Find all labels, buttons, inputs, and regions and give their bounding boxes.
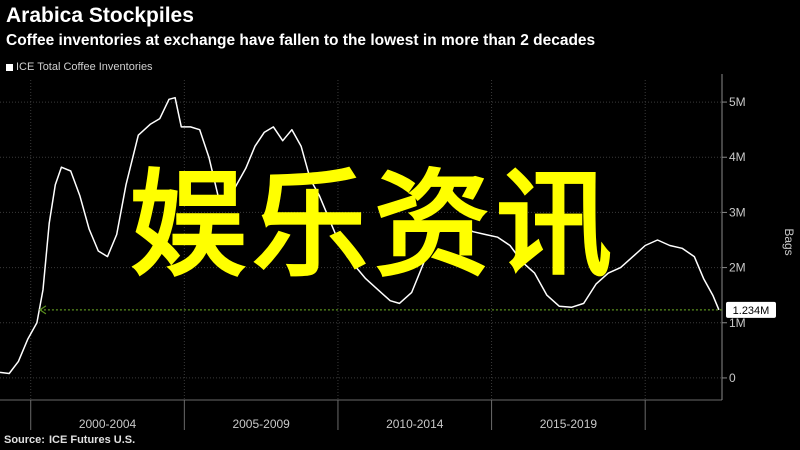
ytick-label: 2M: [729, 261, 746, 275]
ytick-label: 0: [729, 371, 736, 385]
xtick-label: 2000-2004: [79, 417, 137, 431]
xtick-label: 2015-2019: [540, 417, 598, 431]
ytick-label: 5M: [729, 95, 746, 109]
chart-legend: ICE Total Coffee Inventories: [6, 61, 153, 73]
xtick-label: 2010-2014: [386, 417, 444, 431]
last-value-box: [726, 301, 776, 318]
y-axis: 0 1M 2M 3M 4M 5M Bags: [721, 74, 796, 400]
source-label: Source:: [4, 434, 45, 446]
reference-arrow: [38, 305, 47, 315]
series-layer: [0, 96, 720, 375]
xtick-label: 2005-2009: [232, 417, 290, 431]
ytick-label: 3M: [729, 205, 746, 219]
chart-subtitle: Coffee inventories at exchange have fall…: [6, 32, 596, 49]
series-line: [0, 96, 720, 375]
legend-label: ICE Total Coffee Inventories: [16, 61, 153, 73]
ytick-label: 4M: [729, 150, 746, 164]
chart-title: Arabica Stockpiles: [6, 4, 194, 27]
y-axis-title: Bags: [782, 228, 796, 255]
annotations: 1.234M: [38, 301, 776, 318]
ytick-label: 1M: [729, 316, 746, 330]
x-axis: 2000-2004 2005-2009 2010-2014 2015-2019: [0, 399, 722, 431]
source-note: Source: ICE Futures U.S.: [4, 434, 135, 446]
last-value-label: 1.234M: [733, 305, 770, 317]
legend-swatch: [6, 63, 13, 71]
watermark-text: 娱乐资讯: [130, 158, 618, 293]
source-text: ICE Futures U.S.: [48, 434, 136, 446]
